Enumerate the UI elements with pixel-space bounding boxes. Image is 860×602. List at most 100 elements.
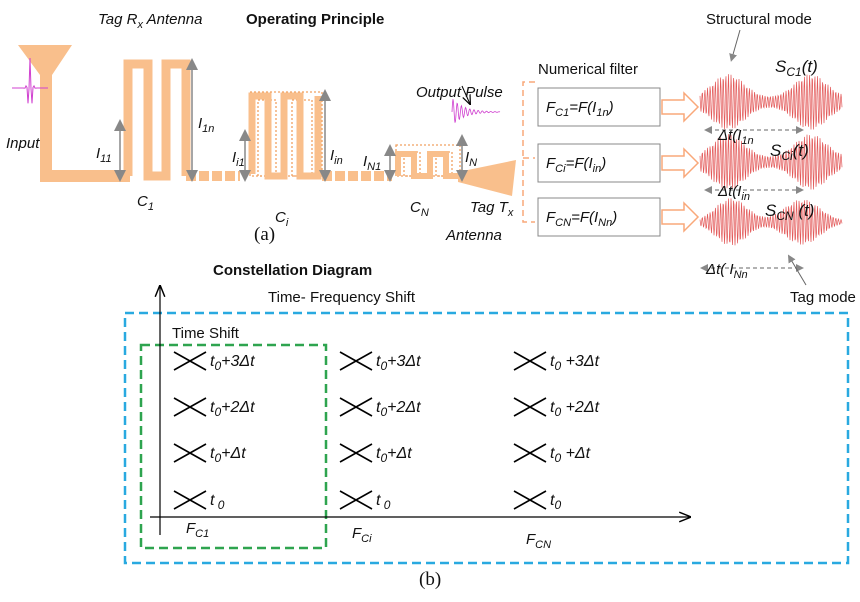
text-part: =F(I [571, 209, 598, 226]
point-label: t0+Δt [376, 445, 412, 465]
text-part: Nn [598, 217, 612, 229]
text-part: +Δt [387, 445, 412, 462]
text-part: Antenna [445, 227, 502, 244]
label: Iin [330, 147, 343, 167]
label: I1n [198, 115, 214, 135]
text-part: t [210, 492, 215, 509]
frequency-label: FC1 [186, 520, 209, 540]
text-part: F [546, 209, 556, 226]
pointer [787, 254, 807, 286]
text-part: =F(I [569, 99, 596, 116]
text-part: C [410, 199, 421, 216]
filter-box [537, 87, 661, 237]
section-title: Constellation Diagram [213, 262, 372, 279]
text-part: N [421, 207, 429, 219]
waveform [699, 198, 843, 246]
point-label: t0+3Δt [210, 353, 255, 373]
text-part: t [376, 399, 381, 416]
text-part: Nn [734, 269, 748, 281]
point-label: t0+2Δt [210, 399, 255, 419]
cross-mark [339, 397, 373, 417]
pointer [461, 85, 470, 104]
text-part: S [775, 57, 787, 76]
text-part: F [546, 99, 556, 116]
label: Ii1 [232, 149, 245, 169]
text-part: Antenna [143, 11, 203, 28]
point-label: t 0 [210, 492, 225, 512]
text-part: C1 [786, 65, 801, 79]
text-part: i1 [236, 157, 245, 169]
text-part: 0 [214, 451, 221, 465]
text-part: C1 [555, 107, 569, 119]
point-label: t0 [550, 492, 561, 512]
label: C1 [137, 193, 154, 213]
point-label: t0+3Δt [376, 353, 421, 373]
caption: (b) [419, 569, 441, 590]
text-part: (t) [793, 141, 809, 160]
text-part: Ci [555, 163, 566, 175]
text-part: CN [776, 209, 794, 223]
input-pulse [12, 57, 48, 104]
text-part: +3Δt [561, 353, 599, 370]
text-part: Output Pulse [416, 84, 503, 101]
time-shift: Δt(I1n [717, 127, 754, 147]
outer-frame [123, 311, 850, 565]
label: IN [465, 149, 477, 169]
text-part: +Δt [561, 445, 591, 462]
text-part: Δt(I [717, 127, 741, 144]
signal-name: SCi(t) [770, 141, 809, 163]
text-part: 0 [214, 405, 221, 419]
label: Input [6, 135, 40, 152]
text-part: i [286, 217, 289, 229]
text-part: I [465, 149, 469, 166]
label: I11 [96, 145, 112, 165]
text-part: x [136, 19, 143, 31]
text-part: CN [555, 217, 571, 229]
filter-title: Numerical filter [538, 61, 638, 78]
label: Output Pulse [416, 84, 503, 101]
cross-mark [173, 397, 207, 417]
point-label: t0 +2Δt [550, 399, 600, 419]
text-part: (t) [802, 57, 818, 76]
filter-formula: FCi=F(Iin) [546, 155, 606, 175]
axis-label: Time Shift [172, 325, 240, 342]
text-part: C [137, 193, 148, 210]
text-part: +3Δt [221, 353, 255, 370]
label: Ci [275, 209, 289, 229]
text-part: 0 [380, 451, 387, 465]
text-part: S [765, 201, 777, 220]
frequency-label: FCi [352, 525, 372, 545]
text-part: 0 [380, 359, 387, 373]
text-part: I [96, 145, 100, 162]
text-part: +2Δt [561, 399, 599, 416]
text-part: 1n [202, 123, 214, 135]
point-label: t0+Δt [210, 445, 246, 465]
text-part: t [210, 399, 215, 416]
frequency-label: FCN [526, 531, 551, 551]
waveform [699, 134, 843, 190]
text-part: 1n [741, 135, 753, 147]
text-part: t [550, 399, 555, 416]
text-part: +Δt [221, 445, 246, 462]
cross-mark [513, 443, 547, 463]
tx-horn [458, 160, 516, 196]
text-part: F [186, 520, 196, 537]
text-part: in [593, 163, 602, 175]
text-part: 0 [554, 498, 561, 512]
text-part: t [210, 445, 215, 462]
output-pulse [451, 99, 501, 123]
text-part: (a) [254, 224, 275, 245]
waveform [699, 74, 843, 130]
text-part: ) [610, 209, 617, 226]
point-label: t 0 [376, 492, 391, 512]
text-part: t [376, 353, 381, 370]
text-part: x [507, 207, 514, 219]
dimension-arrow [114, 58, 468, 182]
text-part: t [550, 445, 555, 462]
text-part: ) [607, 99, 614, 116]
text-part: 0 [380, 405, 387, 419]
rx-horn [18, 45, 72, 172]
text-part: I [232, 149, 236, 166]
time-shift: Δt(Iin [717, 183, 750, 203]
text-part: t [376, 492, 381, 509]
